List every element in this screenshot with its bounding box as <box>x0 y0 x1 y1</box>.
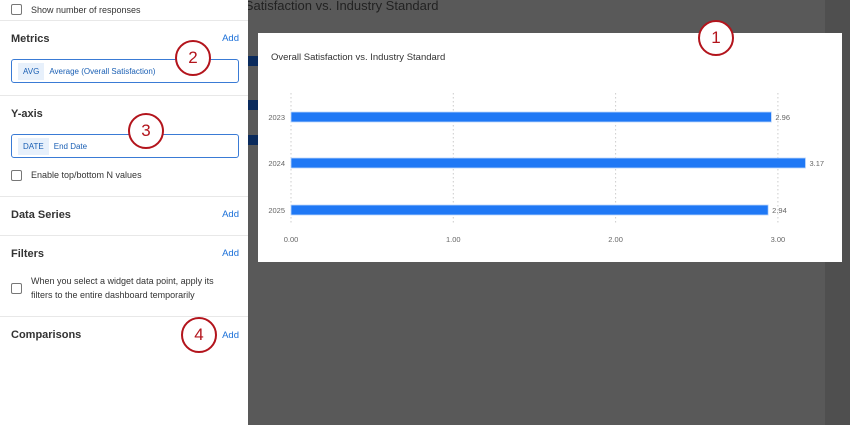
topn-label: Enable top/bottom N values <box>31 170 142 180</box>
y-tick-label: 2023 <box>268 113 285 122</box>
data-series-add-link[interactable]: Add <box>222 209 239 220</box>
divider <box>0 316 248 317</box>
bar-2025 <box>290 204 769 216</box>
data-label: 3.17 <box>809 159 824 168</box>
divider <box>0 196 248 197</box>
yaxis-label: End Date <box>53 141 88 151</box>
background-bar <box>244 56 260 66</box>
metric-label: Average (Overall Satisfaction) <box>49 66 156 76</box>
callout-3: 3 <box>128 113 164 149</box>
x-tick-label: 0.00 <box>284 235 299 244</box>
data-series-title: Data Series <box>11 209 71 221</box>
comparisons-add-link[interactable]: Add <box>222 330 239 341</box>
background-bar <box>244 100 260 110</box>
filters-add-link[interactable]: Add <box>222 248 239 259</box>
x-tick-label: 3.00 <box>771 235 786 244</box>
chart-title: Overall Satisfaction vs. Industry Standa… <box>271 52 446 63</box>
divider <box>0 95 248 96</box>
x-tick-label: 2.00 <box>608 235 623 244</box>
filters-checkbox[interactable] <box>11 283 22 294</box>
bar-chart: 0.00 1.00 2.00 3.00 2023 2.96 2024 3.17 2025 2.94 <box>268 93 824 244</box>
show-responses-label: Show number of responses <box>31 5 141 15</box>
metric-pill[interactable]: AVG Average (Overall Satisfaction) <box>11 59 239 83</box>
x-tick-label: 1.00 <box>446 235 461 244</box>
background-widget-title: Overall Satisfaction vs. Industry Standa… <box>200 0 439 13</box>
filters-title: Filters <box>11 248 45 260</box>
yaxis-title: Y-axis <box>11 108 43 120</box>
topn-checkbox[interactable] <box>11 170 22 181</box>
callout-4: 4 <box>181 317 217 353</box>
yaxis-tag: DATE <box>18 137 49 155</box>
y-tick-label: 2024 <box>268 159 285 168</box>
widget-settings-sidebar: Show number of responses Metrics Add AVG… <box>0 0 248 425</box>
bar-2023 <box>290 111 772 123</box>
metric-tag: AVG <box>18 62 45 80</box>
metrics-add-link[interactable]: Add <box>222 33 239 44</box>
bar-2024 <box>290 157 806 169</box>
background-bar <box>244 135 260 145</box>
chart-widget: Overall Satisfaction vs. Industry Standa… <box>258 33 842 262</box>
data-label: 2.96 <box>775 113 790 122</box>
callout-2: 2 <box>175 40 211 76</box>
comparisons-title: Comparisons <box>11 329 82 341</box>
divider <box>0 20 248 21</box>
y-tick-label: 2025 <box>268 206 285 215</box>
divider <box>0 235 248 236</box>
metrics-title: Metrics <box>11 33 50 45</box>
callout-1: 1 <box>698 20 734 56</box>
data-label: 2.94 <box>772 206 787 215</box>
yaxis-pill[interactable]: DATE End Date <box>11 134 239 158</box>
filters-checkbox-label: When you select a widget data point, app… <box>31 276 214 300</box>
show-responses-checkbox[interactable] <box>11 4 22 15</box>
